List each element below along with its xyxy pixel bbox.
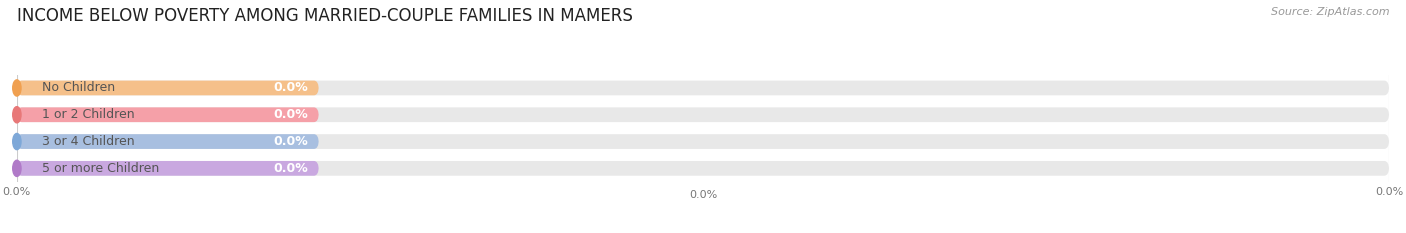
Text: Source: ZipAtlas.com: Source: ZipAtlas.com bbox=[1271, 7, 1389, 17]
Circle shape bbox=[13, 107, 21, 123]
FancyBboxPatch shape bbox=[17, 81, 1389, 95]
Text: 5 or more Children: 5 or more Children bbox=[42, 162, 159, 175]
Text: 0.0%: 0.0% bbox=[273, 135, 308, 148]
Circle shape bbox=[13, 80, 21, 96]
Text: 0.0%: 0.0% bbox=[273, 82, 308, 94]
Text: INCOME BELOW POVERTY AMONG MARRIED-COUPLE FAMILIES IN MAMERS: INCOME BELOW POVERTY AMONG MARRIED-COUPL… bbox=[17, 7, 633, 25]
Text: 0.0%: 0.0% bbox=[689, 190, 717, 200]
Circle shape bbox=[13, 160, 21, 176]
FancyBboxPatch shape bbox=[17, 107, 1389, 122]
Text: 0.0%: 0.0% bbox=[273, 162, 308, 175]
FancyBboxPatch shape bbox=[17, 134, 319, 149]
FancyBboxPatch shape bbox=[17, 107, 319, 122]
Text: 3 or 4 Children: 3 or 4 Children bbox=[42, 135, 134, 148]
FancyBboxPatch shape bbox=[17, 81, 319, 95]
Text: No Children: No Children bbox=[42, 82, 115, 94]
Circle shape bbox=[13, 134, 21, 150]
FancyBboxPatch shape bbox=[17, 161, 1389, 176]
FancyBboxPatch shape bbox=[17, 161, 319, 176]
Text: 1 or 2 Children: 1 or 2 Children bbox=[42, 108, 134, 121]
Text: 0.0%: 0.0% bbox=[273, 108, 308, 121]
FancyBboxPatch shape bbox=[17, 134, 1389, 149]
